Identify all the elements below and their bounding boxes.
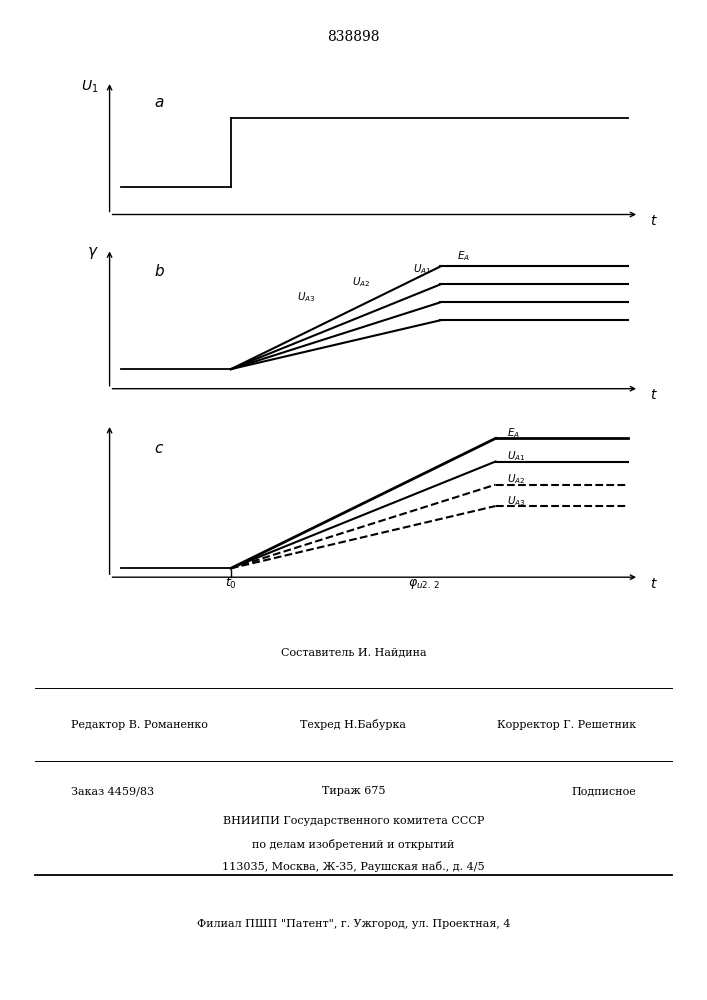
Text: $E_A$: $E_A$ xyxy=(457,249,470,263)
Text: $U_{A1}$: $U_{A1}$ xyxy=(413,262,431,276)
Text: $b$: $b$ xyxy=(153,263,165,279)
Text: $c$: $c$ xyxy=(154,442,164,456)
Text: Составитель И. Найдина: Составитель И. Найдина xyxy=(281,647,426,657)
Text: $t$: $t$ xyxy=(650,214,658,228)
Text: $U_{A3}$: $U_{A3}$ xyxy=(507,494,525,508)
Text: Филиал ПШП "Патент", г. Ужгород, ул. Проектная, 4: Филиал ПШП "Патент", г. Ужгород, ул. Про… xyxy=(197,919,510,929)
Text: ВНИИПИ Государственного комитета СССР: ВНИИПИ Государственного комитета СССР xyxy=(223,816,484,826)
Text: $U_{A1}$: $U_{A1}$ xyxy=(507,449,525,463)
Text: $U_{A3}$: $U_{A3}$ xyxy=(297,290,316,304)
Text: Техред Н.Бабурка: Техред Н.Бабурка xyxy=(300,719,407,730)
Text: $t$: $t$ xyxy=(650,577,658,591)
Text: $U_1$: $U_1$ xyxy=(81,78,98,95)
Text: Заказ 4459/83: Заказ 4459/83 xyxy=(71,786,154,796)
Text: Редактор В. Романенко: Редактор В. Романенко xyxy=(71,720,208,730)
Text: $U_{A2}$: $U_{A2}$ xyxy=(352,275,370,289)
Text: Корректор Г. Решетник: Корректор Г. Решетник xyxy=(497,720,636,730)
Text: 838898: 838898 xyxy=(327,30,380,44)
Text: $t$: $t$ xyxy=(650,388,658,402)
Text: $\varphi_{u2.\,2}$: $\varphi_{u2.\,2}$ xyxy=(408,577,440,591)
Text: 113035, Москва, Ж-35, Раушская наб., д. 4/5: 113035, Москва, Ж-35, Раушская наб., д. … xyxy=(222,861,485,872)
Text: Подписное: Подписное xyxy=(571,786,636,796)
Text: $t_0$: $t_0$ xyxy=(225,576,237,591)
Text: $\gamma$: $\gamma$ xyxy=(87,245,98,261)
Text: $E_A$: $E_A$ xyxy=(507,426,520,440)
Text: $a$: $a$ xyxy=(154,96,165,110)
Text: по делам изобретений и открытий: по делам изобретений и открытий xyxy=(252,839,455,850)
Text: Тираж 675: Тираж 675 xyxy=(322,786,385,796)
Text: $U_{A2}$: $U_{A2}$ xyxy=(507,472,525,486)
